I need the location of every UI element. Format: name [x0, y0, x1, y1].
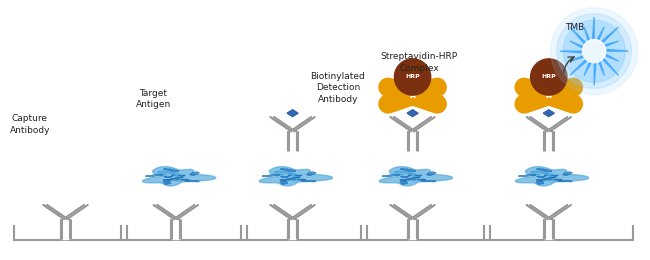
- Polygon shape: [569, 51, 594, 61]
- Text: HRP: HRP: [405, 74, 420, 80]
- Text: A: A: [410, 91, 415, 100]
- Polygon shape: [515, 167, 589, 186]
- Polygon shape: [530, 59, 567, 95]
- Polygon shape: [174, 205, 198, 219]
- Polygon shape: [410, 205, 435, 219]
- Polygon shape: [584, 51, 594, 75]
- Polygon shape: [547, 205, 571, 219]
- Polygon shape: [407, 110, 418, 116]
- Polygon shape: [291, 117, 315, 131]
- Polygon shape: [142, 167, 216, 186]
- Polygon shape: [594, 51, 618, 75]
- Polygon shape: [291, 205, 315, 219]
- Polygon shape: [391, 205, 415, 219]
- Polygon shape: [594, 41, 619, 51]
- Text: TMB: TMB: [565, 23, 584, 32]
- Polygon shape: [594, 27, 618, 51]
- Polygon shape: [270, 117, 295, 131]
- Polygon shape: [560, 49, 594, 53]
- Polygon shape: [547, 117, 571, 131]
- Polygon shape: [563, 20, 625, 82]
- Polygon shape: [395, 59, 431, 95]
- Polygon shape: [592, 17, 596, 51]
- Polygon shape: [551, 8, 638, 95]
- Polygon shape: [594, 51, 604, 75]
- Polygon shape: [526, 205, 551, 219]
- Text: A: A: [546, 91, 552, 100]
- Polygon shape: [570, 51, 594, 75]
- Polygon shape: [594, 49, 629, 53]
- Text: Capture
Antibody: Capture Antibody: [10, 114, 50, 135]
- Polygon shape: [594, 51, 619, 61]
- Polygon shape: [287, 110, 298, 116]
- Polygon shape: [153, 205, 178, 219]
- Polygon shape: [557, 14, 632, 88]
- Polygon shape: [543, 110, 554, 116]
- Polygon shape: [391, 117, 415, 131]
- Polygon shape: [569, 41, 594, 51]
- Polygon shape: [582, 40, 606, 63]
- Text: Target
Antigen: Target Antigen: [135, 88, 171, 109]
- Polygon shape: [526, 117, 551, 131]
- Polygon shape: [270, 205, 295, 219]
- Polygon shape: [584, 27, 594, 51]
- Polygon shape: [570, 27, 594, 51]
- Polygon shape: [410, 117, 435, 131]
- Polygon shape: [44, 205, 68, 219]
- Polygon shape: [259, 167, 332, 186]
- Text: Biotinylated
Detection
Antibody: Biotinylated Detection Antibody: [311, 72, 365, 104]
- Polygon shape: [63, 205, 88, 219]
- Text: HRP: HRP: [541, 74, 556, 80]
- Text: Streptavidin-HRP
Complex: Streptavidin-HRP Complex: [380, 52, 458, 73]
- Polygon shape: [594, 27, 604, 51]
- Polygon shape: [379, 167, 452, 186]
- Polygon shape: [592, 51, 596, 85]
